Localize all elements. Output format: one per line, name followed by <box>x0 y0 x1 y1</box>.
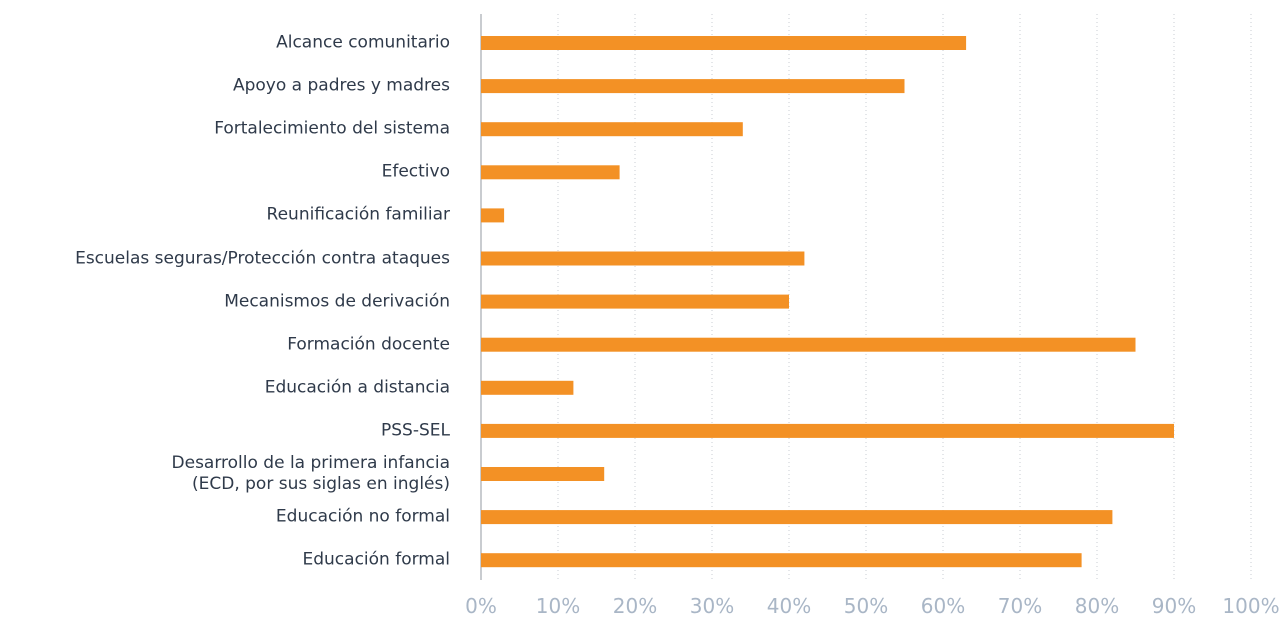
y-tick-label: Reunificación familiar <box>266 204 450 225</box>
bar <box>481 423 1174 438</box>
y-tick-label: Educación no formal <box>275 506 450 527</box>
y-tick-label: Mecanismos de derivación <box>224 291 450 312</box>
x-tick-label: 90% <box>1151 594 1197 618</box>
x-tick-label: 0% <box>465 594 497 618</box>
y-tick-label: Alcance comunitario <box>276 32 450 53</box>
y-tick-label: Apoyo a padres y madres <box>232 75 450 96</box>
y-tick-label: Educación formal <box>302 549 451 570</box>
x-tick-label: 40% <box>766 594 812 618</box>
bar <box>481 380 574 395</box>
bar <box>481 251 805 266</box>
x-tick-label: 20% <box>612 594 658 618</box>
bar <box>481 79 905 94</box>
y-tick-label: Desarrollo de la primera infancia (ECD, … <box>171 453 450 494</box>
bar <box>481 294 789 309</box>
y-tick-label: Fortalecimiento del sistema <box>214 118 450 139</box>
x-tick-label: 60% <box>920 594 966 618</box>
x-tick-label: 10% <box>535 594 581 618</box>
y-tick-label: Formación docente <box>287 334 450 355</box>
bar <box>481 208 505 223</box>
bar <box>481 36 967 50</box>
y-tick-label: Educación a distancia <box>264 377 450 398</box>
x-tick-label: 100% <box>1222 594 1280 618</box>
bar <box>481 510 1113 525</box>
bar <box>481 165 620 180</box>
x-tick-label: 80% <box>1074 594 1120 618</box>
bar <box>481 122 743 137</box>
bar <box>481 553 1082 568</box>
y-tick-label: PSS-SEL <box>381 420 450 441</box>
y-tick-label: Escuelas seguras/Protección contra ataqu… <box>75 248 450 268</box>
x-tick-label: 30% <box>689 594 735 618</box>
x-tick-label: 70% <box>997 594 1043 618</box>
x-tick-label: 50% <box>843 594 889 618</box>
y-tick-label: Efectivo <box>381 161 450 182</box>
bar <box>481 337 1136 352</box>
bar <box>481 467 605 481</box>
